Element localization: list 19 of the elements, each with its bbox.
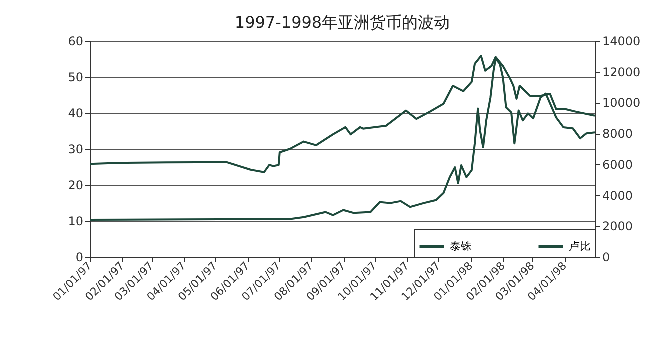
y-tick-label: 20 (68, 178, 84, 192)
y2-tick-label: 12000 (602, 65, 641, 80)
y-tick-label: 0 (76, 250, 84, 264)
y-tick-label: 50 (68, 70, 84, 84)
y2-tick-label: 4000 (602, 188, 634, 203)
y2-tick-label: 0 (602, 250, 610, 264)
y2-tick-label: 10000 (602, 96, 641, 110)
line-series (90, 58, 595, 221)
y-tick-label: 10 (68, 214, 84, 228)
y2-tick-label: 2000 (602, 220, 634, 234)
legend-label: 泰铢 (450, 240, 472, 253)
y2-tick-label: 6000 (602, 158, 634, 172)
chart-title: 1997-1998年亚洲货币的波动 (234, 13, 450, 32)
legend-label: 卢比 (569, 240, 591, 253)
y2-tick-label: 8000 (602, 127, 634, 142)
y-tick-label: 40 (68, 106, 84, 120)
y2-tick-label: 14000 (602, 34, 641, 48)
y-tick-label: 60 (68, 34, 84, 48)
y-tick-label: 30 (68, 142, 84, 156)
